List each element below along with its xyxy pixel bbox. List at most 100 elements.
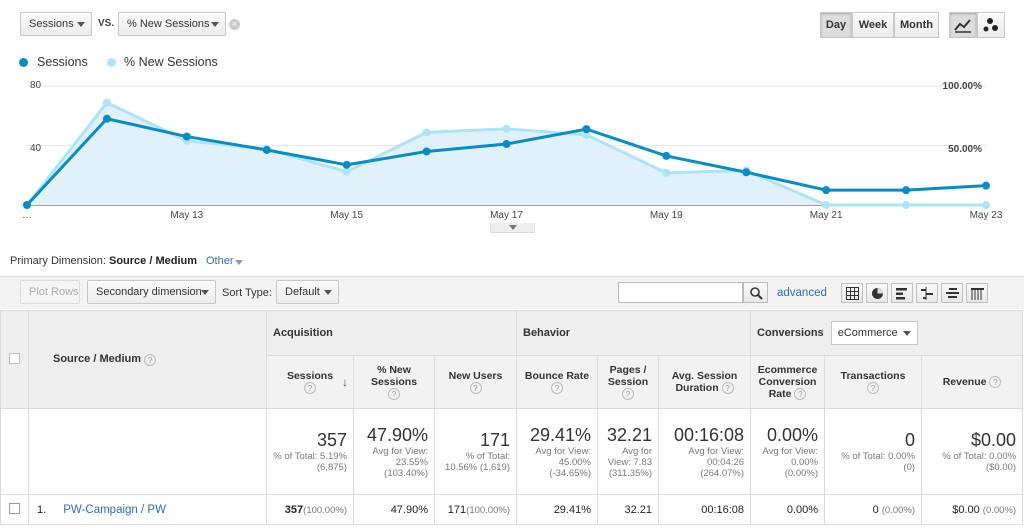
period-month-button[interactable]: Month	[894, 12, 939, 38]
new-sessions-point[interactable]	[582, 130, 591, 139]
totals-avg-session: 00:16:08 Avg for View: 00:04:26 (264.07%)	[657, 408, 752, 495]
row-new-users: 171(100.00%)	[434, 494, 517, 525]
x-axis-tick-label: May 23	[969, 210, 1003, 221]
totals-bounce-rate-sub: Avg for View: 45.00% (-34.65%)	[535, 445, 591, 479]
totals-new-sessions-value: 47.90%	[366, 424, 428, 445]
help-icon[interactable]: ?	[469, 382, 482, 395]
pages-session-column-header[interactable]: Pages / Session?	[597, 355, 659, 409]
sessions-point[interactable]	[102, 114, 111, 123]
sessions-points	[23, 114, 990, 209]
conversions-goal-label: eCommerce	[837, 327, 898, 339]
comparison-view-button[interactable]	[916, 283, 938, 303]
data-table: Source / Medium ? Acquisition Behavior C…	[0, 310, 1024, 525]
help-icon[interactable]: ?	[551, 382, 563, 395]
row-revenue: $0.00 (0.00%)	[921, 494, 1024, 525]
pivot-view-button[interactable]	[966, 283, 988, 303]
behavior-group-header: Behavior	[515, 310, 752, 356]
metric1-select[interactable]: Sessions	[20, 12, 92, 36]
sessions-point[interactable]	[502, 140, 511, 149]
sessions-point[interactable]	[742, 168, 751, 177]
sessions-point[interactable]	[342, 160, 351, 169]
line-chart-button[interactable]	[949, 12, 977, 38]
chart-collapse-handle[interactable]	[490, 223, 535, 233]
ecom-rate-column-header[interactable]: Ecommerce Conversion Rate ?	[750, 355, 826, 409]
totals-revenue: $0.00% of Total: 0.00% ($0.00)	[921, 408, 1024, 495]
row-bounce-rate-value: 29.41%	[553, 503, 591, 516]
sessions-point[interactable]	[902, 186, 911, 195]
totals-pages-session-value: 32.21	[606, 424, 652, 445]
help-icon[interactable]: ?	[721, 382, 734, 395]
remove-metric-icon[interactable]: ×	[229, 19, 240, 30]
help-icon[interactable]: ?	[622, 388, 634, 401]
motion-chart-button[interactable]	[977, 12, 1005, 38]
sessions-legend-label: Sessions	[37, 55, 88, 69]
totals-new-sessions: 47.90% Avg for View: 23.55% (103.40%)	[353, 408, 435, 495]
new-sessions-point[interactable]	[342, 167, 351, 176]
row-transactions-value: 0	[872, 503, 879, 516]
period-week-button[interactable]: Week	[852, 12, 894, 38]
help-icon[interactable]: ?	[794, 388, 807, 401]
sessions-point[interactable]	[422, 147, 431, 156]
new-sessions-point[interactable]	[822, 201, 831, 209]
new-sessions-point[interactable]	[502, 124, 511, 133]
term-cloud-view-button[interactable]	[941, 283, 963, 303]
totals-avg-session-sub: Avg for View: 00:04:26 (264.07%)	[688, 445, 745, 479]
row-checkbox-cell	[0, 494, 29, 525]
totals-new-users-sub: % of Total: 10.56% (1,619)	[445, 451, 510, 473]
row-ecom-rate-value: 0.00%	[786, 503, 819, 516]
metric2-select[interactable]: % New Sessions	[118, 12, 226, 36]
row-avg-session: 00:16:08	[657, 494, 752, 525]
new-sessions-point[interactable]	[902, 201, 911, 209]
new-sessions-point[interactable]	[982, 201, 990, 209]
percentage-view-button[interactable]	[866, 283, 888, 303]
row-source-medium-link[interactable]: PW-Campaign / PW	[63, 503, 166, 516]
revenue-column-header[interactable]: Revenue ?	[921, 355, 1024, 409]
help-icon[interactable]: ?	[388, 388, 400, 401]
sessions-point[interactable]	[982, 181, 990, 190]
new-sessions-point[interactable]	[422, 128, 431, 137]
sessions-point[interactable]	[582, 125, 591, 134]
plot-rows-button[interactable]: Plot Rows	[20, 280, 80, 304]
row-checkbox[interactable]	[9, 502, 20, 514]
sort-type-select[interactable]: Default	[276, 280, 339, 304]
sessions-point[interactable]	[262, 145, 271, 154]
help-icon[interactable]: ?	[989, 376, 1002, 389]
primary-dimension-selected[interactable]: Source / Medium	[109, 255, 198, 267]
new-sessions-point[interactable]	[102, 98, 111, 107]
new-sessions-column-header[interactable]: % New Sessions?	[353, 355, 435, 409]
bounce-rate-column-header[interactable]: Bounce Rate?	[516, 355, 598, 409]
help-icon[interactable]: ?	[867, 382, 880, 395]
secondary-dimension-select[interactable]: Secondary dimension	[87, 280, 216, 304]
left-axis-tick-mid: 40	[30, 143, 42, 154]
other-dimension-link[interactable]: Other	[206, 255, 234, 267]
sessions-point[interactable]	[662, 151, 671, 160]
table-search-input[interactable]	[618, 282, 743, 303]
help-icon[interactable]: ?	[144, 353, 157, 366]
period-day-button[interactable]: Day	[820, 12, 852, 38]
new-users-column-header[interactable]: New Users?	[434, 355, 517, 409]
sessions-column-header[interactable]: Sessions? ↓	[266, 355, 354, 409]
totals-revenue-value: $0.00	[971, 430, 1017, 450]
sessions-point[interactable]	[822, 186, 831, 195]
select-all-checkbox[interactable]	[9, 352, 20, 364]
chevron-down-icon	[509, 225, 517, 230]
new-sessions-point[interactable]	[662, 168, 671, 177]
avg-session-column-header[interactable]: Avg. Session Duration ?	[657, 355, 752, 409]
performance-view-button[interactable]	[891, 283, 913, 303]
sessions-point[interactable]	[23, 201, 31, 209]
plot-rows-label: Plot Rows	[29, 286, 79, 298]
secondary-dimension-label: Secondary dimension	[96, 286, 202, 298]
data-view-button[interactable]	[841, 283, 863, 303]
totals-bounce-rate: 29.41% Avg for View: 45.00% (-34.65%)	[516, 408, 598, 495]
totals-avg-session-value: 00:16:08	[673, 424, 745, 445]
advanced-filter-link[interactable]: advanced	[777, 287, 827, 299]
sessions-point[interactable]	[182, 132, 191, 141]
comparison-icon	[921, 287, 933, 300]
transactions-column-header[interactable]: Transactions?	[824, 355, 923, 409]
bar-icon	[896, 288, 907, 300]
help-icon[interactable]: ?	[304, 382, 316, 395]
source-medium-header[interactable]: Source / Medium ?	[28, 310, 267, 409]
search-button[interactable]	[743, 282, 768, 303]
conversions-goal-select[interactable]: eCommerce	[830, 321, 918, 345]
row-revenue-value: $0.00	[952, 503, 980, 516]
